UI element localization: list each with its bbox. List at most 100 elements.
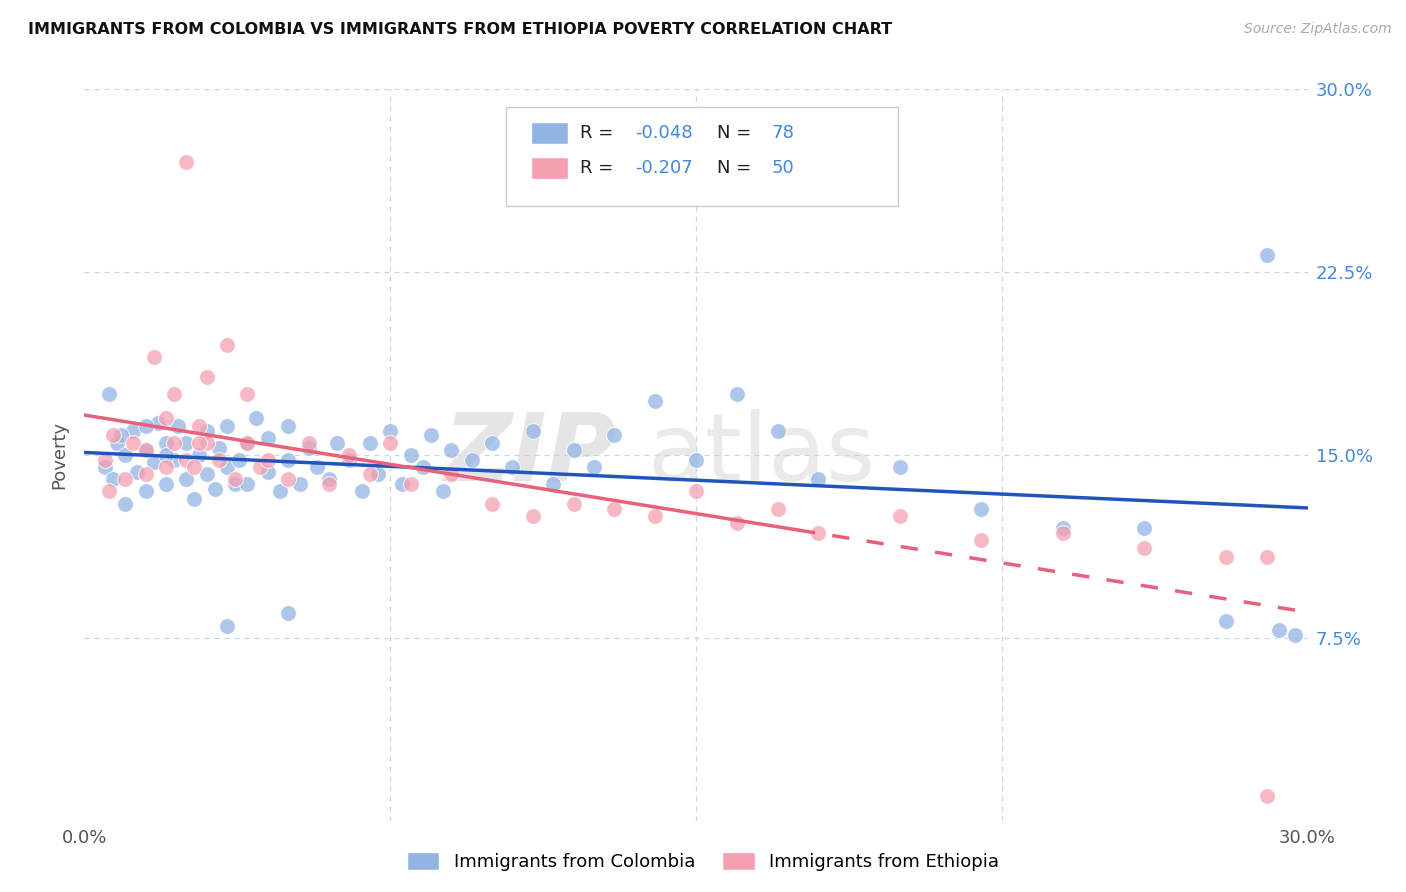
Point xyxy=(114,497,136,511)
Point xyxy=(257,465,280,479)
Point xyxy=(562,443,585,458)
Point xyxy=(110,428,132,442)
Point xyxy=(195,370,218,384)
Point xyxy=(339,448,361,462)
Point xyxy=(522,424,544,438)
Point xyxy=(1256,550,1278,565)
Point xyxy=(440,443,463,458)
Point xyxy=(208,452,231,467)
Point xyxy=(644,508,666,523)
Point xyxy=(725,516,748,531)
Point xyxy=(970,501,993,516)
Point xyxy=(1215,614,1237,628)
FancyBboxPatch shape xyxy=(531,122,568,144)
Point xyxy=(1284,628,1306,642)
Legend: Immigrants from Colombia, Immigrants from Ethiopia: Immigrants from Colombia, Immigrants fro… xyxy=(399,845,1007,879)
Point xyxy=(236,435,259,450)
FancyBboxPatch shape xyxy=(506,108,898,206)
Point xyxy=(269,484,291,499)
Point xyxy=(217,418,239,433)
Point xyxy=(807,472,830,486)
Point xyxy=(155,460,177,475)
Point xyxy=(195,424,218,438)
Point xyxy=(163,387,186,401)
Point xyxy=(155,448,177,462)
Point xyxy=(155,477,177,491)
Point xyxy=(195,435,218,450)
Point xyxy=(367,467,389,482)
Point xyxy=(195,467,218,482)
Point xyxy=(766,501,789,516)
Point xyxy=(1268,624,1291,638)
Point xyxy=(420,428,443,442)
Point xyxy=(481,435,503,450)
Point xyxy=(142,351,165,365)
Point xyxy=(277,418,299,433)
Text: 78: 78 xyxy=(772,124,794,142)
Point xyxy=(644,394,666,409)
Point xyxy=(522,508,544,523)
Point xyxy=(339,452,361,467)
Point xyxy=(1133,541,1156,555)
Point xyxy=(298,441,321,455)
Text: R =: R = xyxy=(579,159,619,178)
Point xyxy=(101,428,124,442)
Point xyxy=(217,460,239,475)
Point xyxy=(889,460,911,475)
Point xyxy=(502,460,524,475)
Point xyxy=(318,472,340,486)
Point xyxy=(1052,525,1074,540)
Point xyxy=(461,452,484,467)
Point xyxy=(236,387,259,401)
Point xyxy=(105,435,128,450)
Text: R =: R = xyxy=(579,124,619,142)
Point xyxy=(440,467,463,482)
Point xyxy=(114,472,136,486)
Point xyxy=(93,452,115,467)
Point xyxy=(183,491,205,506)
Point xyxy=(807,525,830,540)
Point xyxy=(217,618,239,632)
Point xyxy=(217,338,239,352)
Text: atlas: atlas xyxy=(647,409,876,501)
Point xyxy=(135,443,157,458)
Point xyxy=(228,452,250,467)
Point xyxy=(1052,521,1074,535)
Point xyxy=(725,387,748,401)
Point xyxy=(204,482,226,496)
Point xyxy=(236,435,259,450)
Point xyxy=(135,484,157,499)
Point xyxy=(603,501,626,516)
Point xyxy=(174,452,197,467)
Text: -0.048: -0.048 xyxy=(636,124,692,142)
Point xyxy=(93,460,115,475)
Point xyxy=(183,460,205,475)
Point xyxy=(101,472,124,486)
Point xyxy=(257,431,280,445)
Point xyxy=(236,477,259,491)
Point xyxy=(167,418,190,433)
Text: N =: N = xyxy=(717,159,756,178)
Point xyxy=(481,497,503,511)
Point xyxy=(187,418,209,433)
Point xyxy=(359,435,381,450)
Point xyxy=(174,472,197,486)
Point xyxy=(135,467,157,482)
Point xyxy=(359,467,381,482)
Point xyxy=(290,477,312,491)
Text: N =: N = xyxy=(717,124,756,142)
Point xyxy=(399,448,422,462)
Y-axis label: Poverty: Poverty xyxy=(51,421,69,489)
Point xyxy=(380,435,402,450)
Point xyxy=(562,497,585,511)
Point xyxy=(583,460,606,475)
Point xyxy=(399,477,422,491)
Point xyxy=(380,424,402,438)
Point xyxy=(245,411,267,425)
Text: Source: ZipAtlas.com: Source: ZipAtlas.com xyxy=(1244,22,1392,37)
Point xyxy=(277,607,299,621)
Point xyxy=(155,435,177,450)
Point xyxy=(155,411,177,425)
Point xyxy=(1256,789,1278,804)
Point xyxy=(97,387,120,401)
